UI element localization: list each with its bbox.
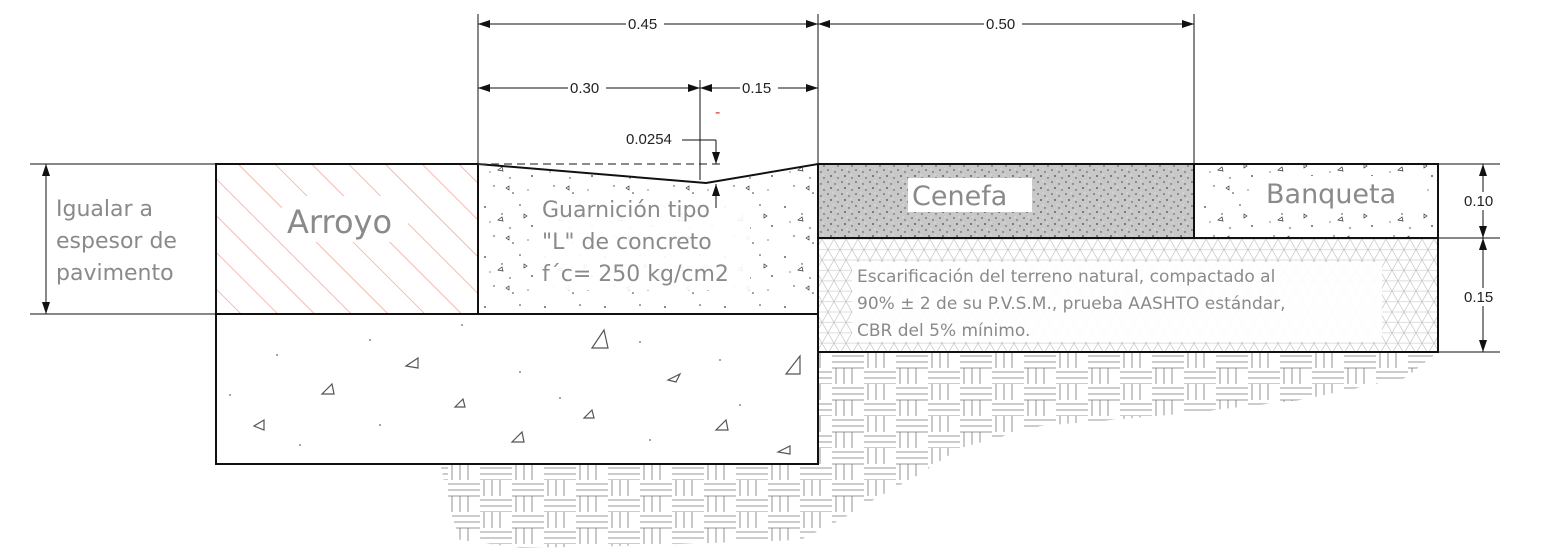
guarnicion-label-3: f´c= 250 kg/cm2 [542, 262, 729, 287]
cenefa-label: Cenefa [912, 181, 1007, 212]
svg-text:0.0254: 0.0254 [626, 131, 672, 148]
red-mark: - [715, 104, 720, 121]
escarificacion-label-3: CBR del 5% mínimo. [857, 321, 1030, 341]
svg-text:0.50: 0.50 [986, 16, 1015, 33]
dim-030-015: 0.30 0.15 [478, 79, 818, 180]
igualar-label-3: pavimento [56, 261, 174, 286]
escarificacion-label-1: Escarificación del terreno natural, comp… [857, 267, 1275, 287]
base-block [215, 313, 819, 465]
svg-text:0.45: 0.45 [628, 16, 657, 33]
dim-00254: 0.0254 [626, 131, 720, 208]
dim-right: 0.10 0.15 [1438, 163, 1504, 353]
dim-045: 0.45 [477, 14, 819, 164]
banqueta-label: Banqueta [1266, 179, 1396, 210]
igualar-label-2: espesor de [56, 229, 177, 254]
escarificacion-label-2: 90% ± 2 de su P.V.S.M., prueba AASHTO es… [857, 294, 1286, 314]
guarnicion-label-2: "L" de concreto [542, 230, 712, 255]
svg-text:0.15: 0.15 [1464, 289, 1493, 306]
guarnicion-label-1: Guarnición tipo [542, 198, 710, 223]
dim-050: 0.50 [818, 14, 1195, 164]
svg-text:0.10: 0.10 [1464, 193, 1493, 210]
subgrade-hatch [440, 352, 1438, 548]
svg-text:0.15: 0.15 [742, 80, 771, 97]
dim-left [30, 163, 216, 315]
base-aggregate [252, 328, 801, 455]
igualar-label-1: Igualar a [56, 197, 153, 222]
arroyo-label: Arroyo [287, 203, 392, 241]
svg-text:0.30: 0.30 [570, 80, 599, 97]
